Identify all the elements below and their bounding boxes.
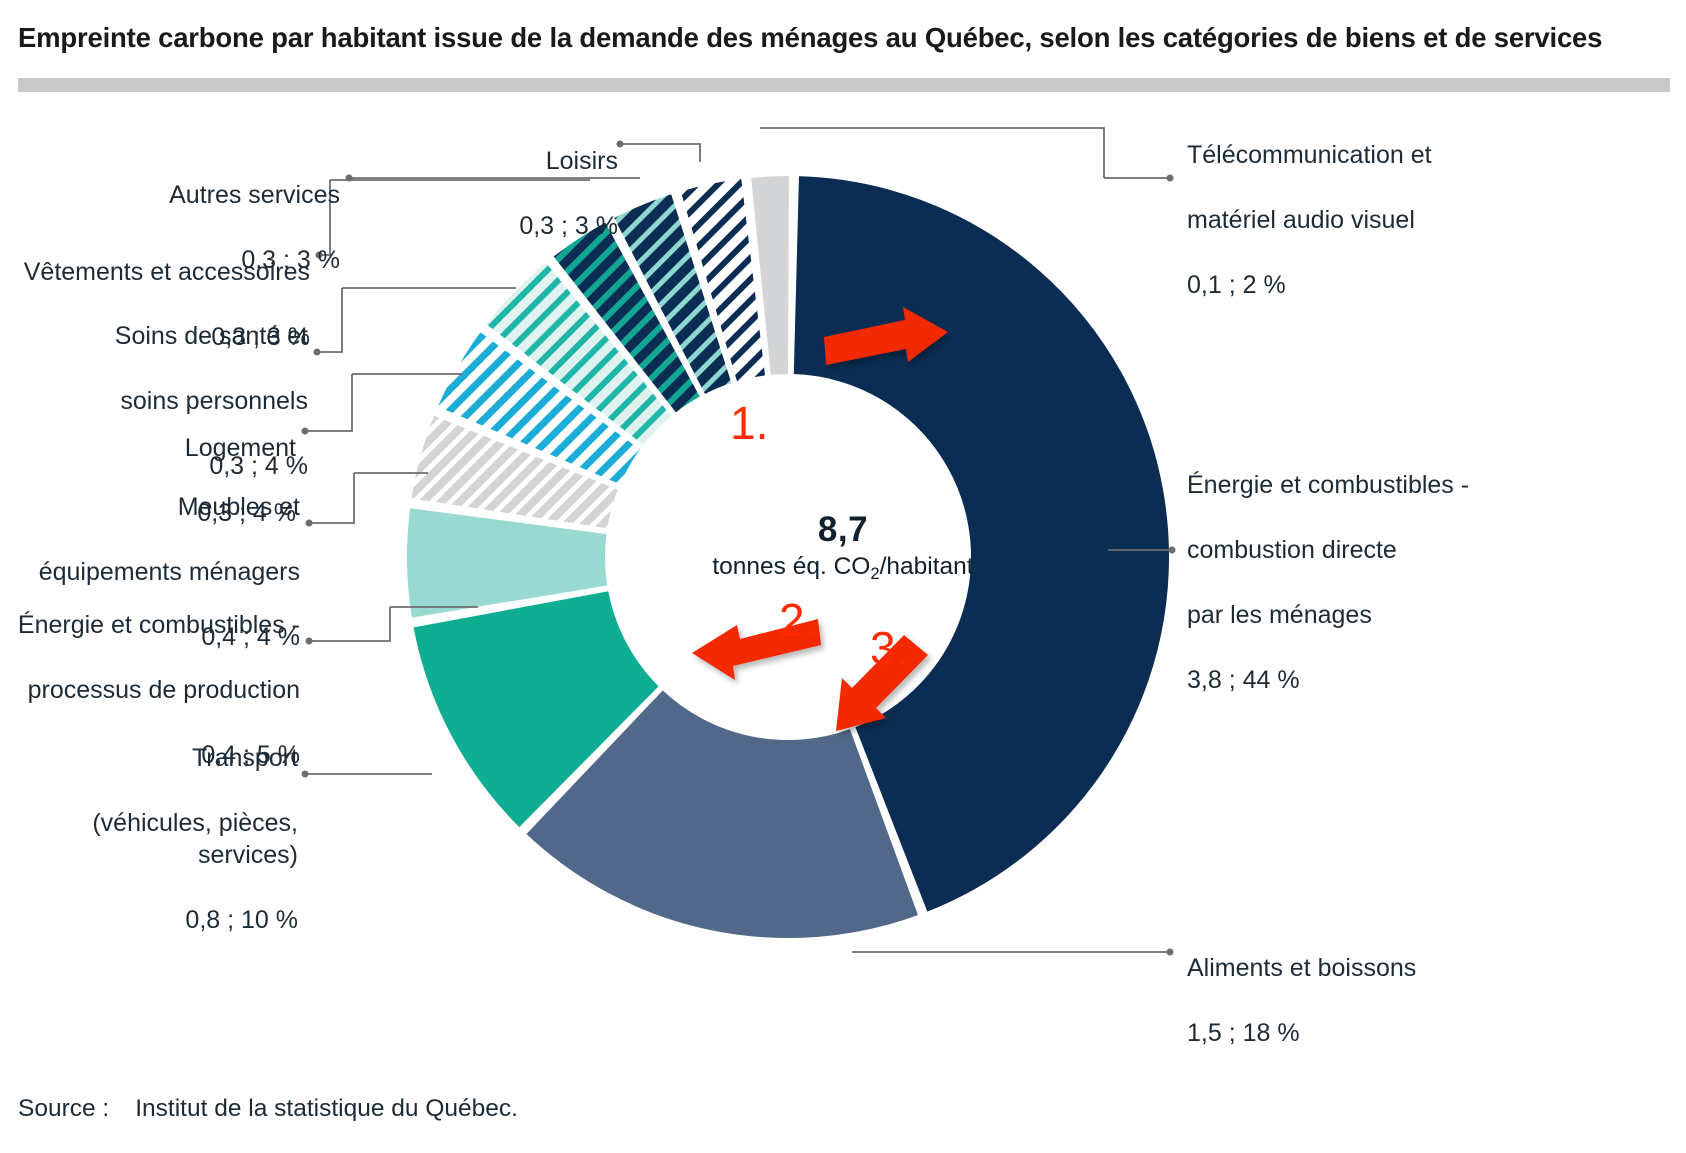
annotation-arrow-3 [836, 635, 928, 731]
callout-meubles-name-0: Meubles et [177, 492, 300, 521]
callout-autres-services-name-0: Autres services [169, 180, 340, 209]
callout-aliments-value: 1,5 ; 18 % [1187, 1018, 1300, 1047]
callout-transport-name-1: (véhicules, pièces, services) [92, 808, 298, 870]
donut-slice-loisirs[interactable] [678, 176, 768, 384]
leader-meubles [310, 473, 355, 524]
donut-center-unit-suffix: /habitant [879, 553, 974, 580]
leader-lines [301, 127, 1176, 956]
callout-loisirs: Loisirs 0,3 ; 3 % [370, 112, 618, 275]
callout-soins-sante: Soins de santé et soins personnels 0,3 ;… [0, 287, 308, 515]
callout-telecommunication-name-1: matériel audio visuel [1187, 205, 1415, 234]
donut-slice-vetements-accessoires[interactable] [550, 219, 703, 416]
donut-slice-meubles-equipements[interactable] [409, 413, 621, 531]
donut-slice-energie-processus-production[interactable] [405, 506, 610, 620]
callout-aliments-boissons: Aliments et boissons 1,5 ; 18 % [1187, 919, 1627, 1082]
callout-meubles-name-1: équipements ménagers [38, 557, 300, 586]
callout-energie-processus-production: Énergie et combustibles - processus de p… [0, 576, 300, 804]
callout-logement-name-0: Logement [184, 433, 296, 462]
callout-logement-value: 0,3 ; 4 % [197, 498, 296, 527]
callout-loisirs-name-0: Loisirs [545, 146, 618, 175]
donut-chart-area: Télécommunication et matériel audio visu… [0, 92, 1686, 1052]
leader-soins [318, 288, 343, 353]
donut-slice-logement[interactable] [435, 329, 643, 487]
donut-slice-telecommunication[interactable] [748, 174, 792, 377]
callout-energie-directe-value: 3,8 ; 44 % [1187, 665, 1300, 694]
donut-slice-transport[interactable] [411, 589, 662, 830]
callout-meubles-equipements: Meubles et équipements ménagers 0,4 ; 4 … [0, 458, 300, 686]
source-label: Source : [18, 1095, 110, 1122]
callout-loisirs-value: 0,3 ; 3 % [519, 211, 618, 240]
leader-loisirs [622, 143, 701, 162]
annotation-arrow-1 [824, 307, 948, 365]
source-text: Institut de la statistique du Québec. [135, 1095, 518, 1122]
title-divider [18, 78, 1670, 92]
donut-center-unit: tonnes éq. CO2/habitant [633, 552, 1053, 584]
annotation-number-1: 1. [730, 397, 769, 449]
annotation-arrows [692, 307, 948, 731]
donut-slice-aliments-boissons[interactable] [523, 687, 921, 940]
source-line: Source : Institut de la statistique du Qu… [18, 1095, 518, 1123]
callout-soins-name-0: Soins de santé et [114, 321, 308, 350]
leader-energie-processus [310, 607, 391, 642]
donut-center-unit-prefix: tonnes éq. CO [712, 553, 871, 580]
callout-aliments-name-0: Aliments et boissons [1187, 953, 1417, 982]
donut-chart-svg [301, 127, 1176, 956]
callout-autres-services-value: 0,3 ; 3 % [241, 245, 340, 274]
annotation-number-2: 2. [779, 594, 818, 646]
donut-slice-soins-sante[interactable] [483, 259, 675, 448]
donut-slice-energie-combustion-directe[interactable] [791, 174, 1171, 915]
callout-logement: Logement 0,3 ; 4 % [0, 399, 296, 562]
callout-energie-directe-name-2: par les ménages [1187, 600, 1372, 629]
callout-transport: Transport (véhicules, pièces, services) … [0, 709, 298, 969]
callout-vetements-value: 0,3 ; 3 % [211, 322, 310, 351]
callout-transport-value: 0,8 ; 10 % [185, 906, 298, 934]
callout-transport-name-0: Transport [191, 743, 298, 772]
callout-telecommunication: Télécommunication et matériel audio visu… [1187, 106, 1627, 334]
callout-vetements-name-0: Vêtements et accessoires [23, 257, 310, 286]
leader-logement [306, 374, 353, 432]
callout-autres-services: Autres services 0,3 ; 3 % [0, 146, 340, 309]
leader-vetements [320, 180, 331, 256]
donut-center-unit-sub: 2 [870, 564, 880, 583]
annotation-arrow-2 [692, 619, 821, 680]
callout-soins-name-1: soins personnels [120, 386, 308, 415]
callout-energie-processus-value: 0,4 ; 5 % [201, 740, 300, 769]
callout-soins-value: 0,3 ; 4 % [209, 451, 308, 480]
donut-center-label: 8,7 tonnes éq. CO2/habitant [633, 510, 1053, 584]
callout-vetements-accessoires: Vêtements et accessoires 0,3 ; 3 % [0, 223, 310, 386]
annotation-number-3: 3. [870, 622, 909, 674]
page-title: Empreinte carbone par habitant issue de … [18, 22, 1603, 53]
leader-telecommunication [760, 127, 1105, 178]
callout-energie-processus-name-0: Énergie et combustibles - [17, 610, 300, 639]
callout-energie-processus-name-1: processus de production [27, 675, 300, 704]
callout-energie-directe-name-0: Énergie et combustibles - [1187, 470, 1470, 499]
callout-energie-combustion-directe: Énergie et combustibles - combustion dir… [1187, 436, 1627, 729]
callout-telecommunication-name-0: Télécommunication et [1187, 140, 1432, 169]
callout-energie-directe-name-1: combustion directe [1187, 535, 1397, 564]
callout-telecommunication-value: 0,1 ; 2 % [1187, 270, 1286, 299]
donut-slice-autres-services[interactable] [611, 191, 734, 397]
donut-slices [405, 174, 1171, 940]
donut-center-value: 8,7 [817, 510, 869, 549]
callout-meubles-value: 0,4 ; 4 % [201, 622, 300, 651]
